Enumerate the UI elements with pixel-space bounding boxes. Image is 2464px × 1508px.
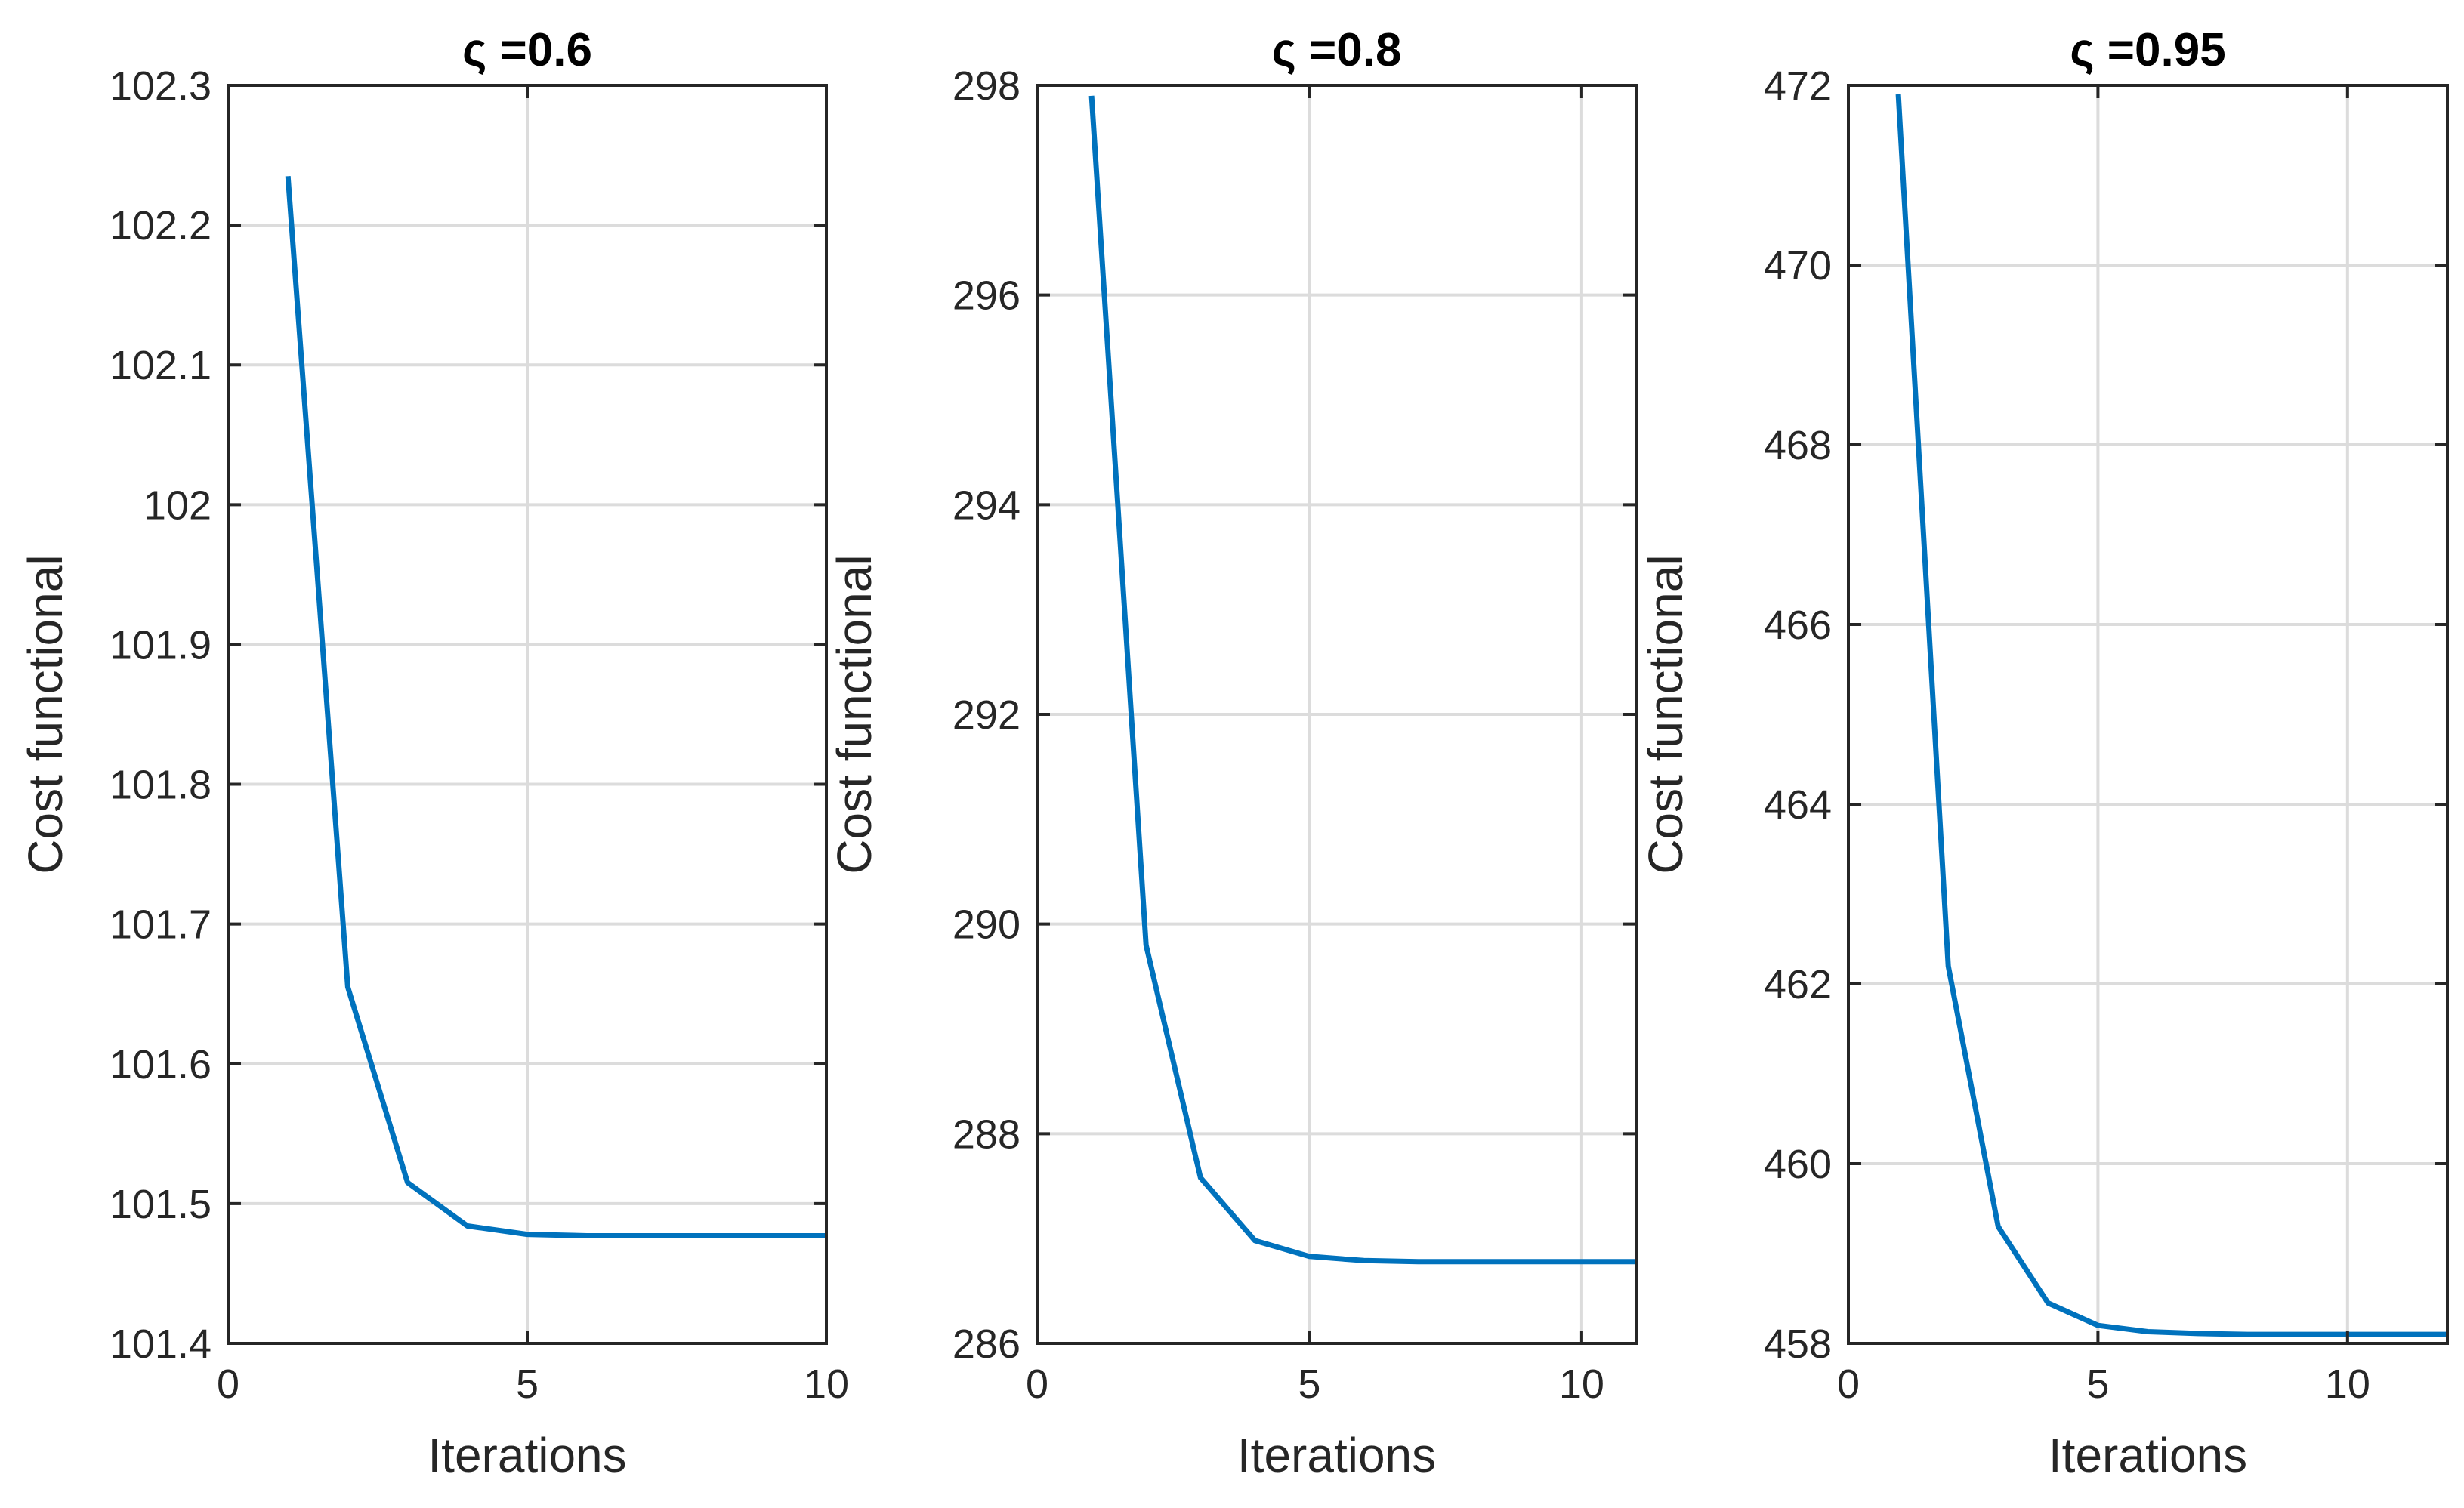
x-tick-label: 10 bbox=[2325, 1362, 2370, 1407]
series-lines bbox=[1088, 95, 1636, 1265]
y-tick-label: 298 bbox=[953, 63, 1020, 109]
axes-box bbox=[1847, 84, 2449, 1345]
y-tick-label: 464 bbox=[1764, 782, 1832, 828]
grid-lines bbox=[1848, 85, 2447, 1343]
y-tick-label: 102.1 bbox=[110, 343, 212, 388]
y-tick-label: 102.3 bbox=[110, 63, 212, 109]
y-tick-label: 462 bbox=[1764, 962, 1832, 1007]
series-line bbox=[285, 176, 826, 1238]
subplot-3: 0 5 10 458 460 462 464 466 468 470 472 ς =0.95 Ite… bbox=[1638, 24, 2449, 1482]
x-tick-label: 5 bbox=[516, 1362, 539, 1407]
x-tick-label: 10 bbox=[1559, 1362, 1604, 1407]
x-tick-label: 0 bbox=[217, 1362, 239, 1407]
y-tick-label: 101.6 bbox=[110, 1042, 212, 1087]
y-tick-label: 101.5 bbox=[110, 1182, 212, 1227]
series-lines bbox=[285, 176, 826, 1238]
grid-lines bbox=[228, 85, 826, 1343]
y-tick-label: 294 bbox=[953, 483, 1020, 528]
y-tick-label: 101.9 bbox=[110, 622, 212, 668]
y-axis-label: Cost functional bbox=[827, 554, 882, 874]
y-tick-label: 288 bbox=[953, 1112, 1020, 1157]
y-tick-label: 472 bbox=[1764, 63, 1832, 109]
x-axis-label: Iterations bbox=[1237, 1428, 1436, 1482]
series-line bbox=[1895, 94, 2447, 1337]
y-tick-label: 468 bbox=[1764, 423, 1832, 468]
y-tick-label: 101.7 bbox=[110, 902, 212, 948]
axes-frame bbox=[227, 84, 828, 1345]
y-tick-label: 102 bbox=[144, 483, 212, 528]
y-tick-label: 286 bbox=[953, 1321, 1020, 1367]
y-tick-label: 290 bbox=[953, 902, 1020, 948]
tick-labels: 0 5 10 286 288 290 292 294 296 298 bbox=[953, 63, 1604, 1407]
y-tick-label: 466 bbox=[1764, 603, 1832, 648]
y-tick-label: 470 bbox=[1764, 243, 1832, 288]
x-tick-label: 5 bbox=[2086, 1362, 2109, 1407]
y-tick-label: 101.4 bbox=[110, 1321, 212, 1367]
y-tick-label: 101.8 bbox=[110, 763, 212, 808]
series-line bbox=[1088, 95, 1636, 1265]
x-axis-label: Iterations bbox=[428, 1428, 626, 1482]
y-tick-label: 292 bbox=[953, 692, 1020, 738]
y-tick-label: 296 bbox=[953, 273, 1020, 319]
y-tick-label: 458 bbox=[1764, 1321, 1832, 1367]
y-tick-label: 460 bbox=[1764, 1142, 1832, 1187]
x-tick-label: 5 bbox=[1298, 1362, 1320, 1407]
subplot-2: 0 5 10 286 288 290 292 294 296 298 ς =0.8 Iterati… bbox=[827, 24, 1638, 1482]
subplot-title: ς =0.95 bbox=[2070, 24, 2225, 76]
subplot-title: ς =0.6 bbox=[462, 24, 592, 76]
subplot-title: ς =0.8 bbox=[1272, 24, 1402, 76]
y-tick-label: 102.2 bbox=[110, 203, 212, 248]
y-axis-label: Cost functional bbox=[18, 554, 73, 874]
axes-frame bbox=[1847, 84, 2449, 1345]
series-lines bbox=[1895, 94, 2447, 1337]
y-axis-label: Cost functional bbox=[1638, 554, 1693, 874]
tick-labels: 0 5 10 458 460 462 464 466 468 470 472 bbox=[1764, 63, 2370, 1407]
tick-labels: 0 5 10 101.4 101.5 101.6 101.7 101.8 101.9 102 102… bbox=[110, 63, 849, 1407]
x-tick-label: 10 bbox=[804, 1362, 849, 1407]
grid-lines bbox=[1037, 85, 1636, 1343]
x-tick-label: 0 bbox=[1837, 1362, 1860, 1407]
subplot-1: 0 5 10 101.4 101.5 101.6 101.7 101.8 101.9 102 102… bbox=[18, 24, 849, 1482]
x-axis-label: Iterations bbox=[2049, 1428, 2247, 1482]
x-tick-label: 0 bbox=[1026, 1362, 1048, 1407]
axes-frame bbox=[1036, 84, 1638, 1345]
